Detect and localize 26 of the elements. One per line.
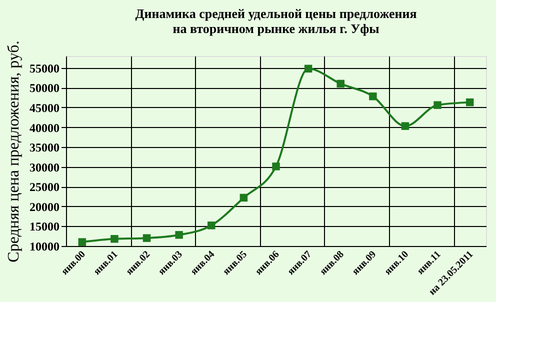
y-tick-label: 15000 [30,220,60,234]
y-axis-title: Средняя цена предложения, руб. [6,40,22,262]
point [142,234,151,242]
y-tick-label: 30000 [30,160,60,174]
point [78,238,86,246]
point [401,122,410,130]
point [369,92,377,100]
y-tick-label: 40000 [30,120,60,135]
point [272,162,280,170]
text: на вторичном рынке жилья г. Уфы [172,21,380,36]
point [110,235,118,243]
y-tick-label: 45000 [30,100,60,115]
y-tick-label: 50000 [30,81,60,96]
text: Динамика средней удельной цены предложения [135,6,417,22]
y-tick-label: 10000 [30,240,60,254]
point [336,80,344,88]
y-tick-label: 25000 [30,180,60,194]
point [208,222,216,230]
point [175,231,183,239]
point [304,64,312,73]
y-tick-label: 35000 [30,140,60,155]
y-tick-label: 20000 [30,200,60,214]
point [434,101,442,109]
point [240,194,248,202]
y-tick-label: 55000 [30,61,60,76]
point [466,98,474,106]
